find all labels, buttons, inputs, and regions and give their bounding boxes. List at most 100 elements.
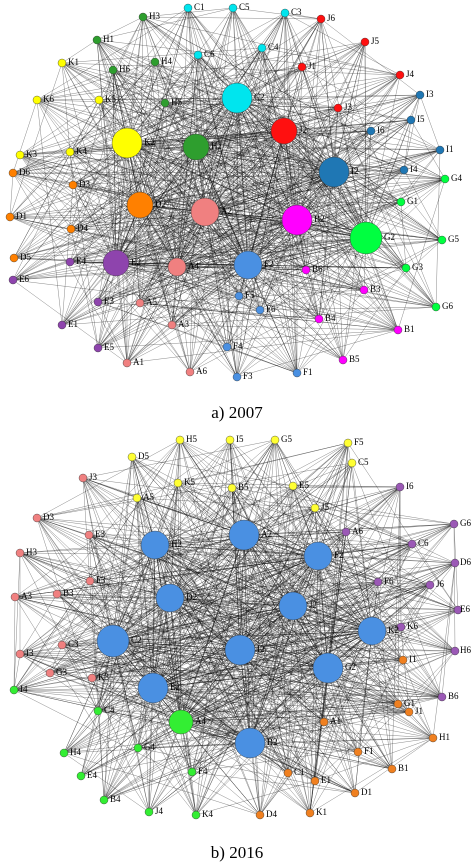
edge [61, 62, 117, 264]
edge [70, 228, 99, 349]
edge [112, 69, 178, 268]
edge [115, 262, 238, 378]
node [270, 435, 280, 445]
edge [61, 54, 199, 326]
edge [91, 597, 171, 679]
edge [238, 12, 286, 297]
edge [195, 94, 421, 148]
edge [103, 640, 114, 801]
edge [139, 204, 240, 297]
node-label: F1 [303, 367, 313, 377]
edge [284, 12, 367, 239]
edge [333, 41, 366, 173]
edge [292, 605, 410, 713]
edge [96, 16, 144, 41]
edge [247, 41, 366, 266]
edge [36, 517, 156, 546]
node-label: K2 [388, 625, 399, 635]
node-label: J6 [327, 13, 336, 23]
edge [333, 171, 437, 308]
edge [337, 107, 443, 241]
edge [204, 211, 344, 361]
edge [247, 264, 344, 361]
node [193, 50, 203, 60]
edge [97, 262, 117, 349]
edge [12, 146, 197, 281]
node [292, 368, 302, 378]
node [270, 117, 298, 145]
edge [154, 544, 193, 773]
edge [152, 543, 413, 689]
edge [243, 534, 311, 814]
edge [259, 219, 298, 311]
edge [191, 771, 356, 794]
edge [89, 580, 373, 632]
edge [97, 142, 128, 349]
node [8, 275, 18, 285]
node-label: G6 [460, 518, 471, 528]
node [10, 592, 20, 602]
node-label: K3 [26, 149, 37, 159]
edge [70, 130, 285, 230]
edge [169, 597, 399, 705]
node-label: K4 [202, 809, 213, 819]
edge [152, 687, 399, 705]
edge [115, 119, 412, 264]
node [301, 265, 311, 275]
edge [61, 18, 322, 326]
edge [19, 630, 373, 655]
edge [318, 94, 421, 320]
edge [243, 534, 289, 774]
edge [69, 130, 285, 263]
edge [80, 597, 171, 777]
edge [397, 486, 401, 705]
edge [261, 47, 298, 374]
edge [169, 597, 373, 632]
edge [239, 649, 356, 794]
edge [317, 555, 329, 669]
node [373, 577, 383, 587]
edge [226, 346, 298, 374]
edge [36, 517, 319, 557]
edge [152, 687, 393, 770]
edge [126, 329, 399, 364]
edge [9, 7, 189, 218]
node-label: A4 [188, 261, 199, 271]
node [135, 298, 145, 308]
edge [56, 439, 181, 595]
node-label: A4 [195, 716, 206, 726]
node [449, 519, 459, 529]
edge [61, 62, 367, 239]
edge [49, 534, 245, 674]
edge [126, 142, 335, 173]
edge [292, 605, 325, 723]
node-label: B3 [63, 588, 74, 598]
edge [13, 687, 154, 691]
edge [14, 544, 156, 598]
edge [152, 687, 197, 816]
node-label: J1 [415, 706, 423, 716]
edge [131, 456, 156, 546]
edge [126, 142, 441, 151]
edge [126, 7, 189, 144]
edge [345, 531, 373, 632]
edge [137, 721, 325, 749]
node-label: E1 [68, 319, 78, 329]
edge [327, 650, 456, 669]
edge [126, 142, 399, 331]
node [15, 649, 25, 659]
node-label: J2 [299, 125, 307, 135]
node [9, 253, 19, 263]
edge [97, 237, 367, 349]
edge [243, 534, 356, 794]
edge [61, 171, 335, 326]
node [396, 622, 406, 632]
edge [137, 742, 251, 749]
node [255, 305, 265, 315]
edge [115, 102, 166, 264]
edge [80, 555, 319, 777]
node [167, 320, 177, 330]
edge [231, 487, 329, 669]
node-label: E6 [19, 274, 29, 284]
edge [97, 178, 446, 303]
